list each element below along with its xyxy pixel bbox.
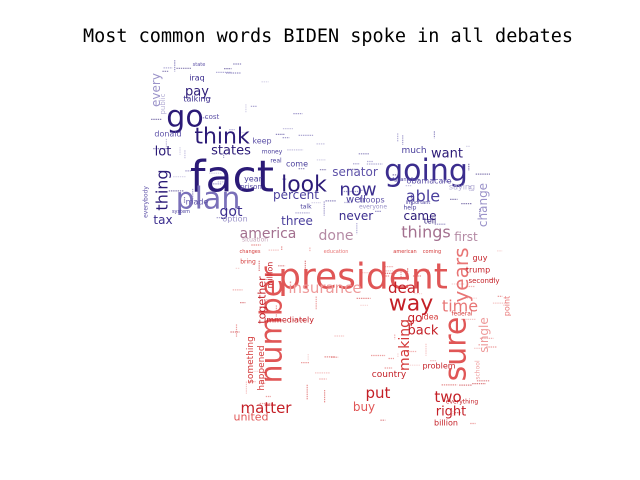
word-coming: coming	[423, 249, 441, 255]
word-able: able	[406, 187, 440, 206]
word-trump: trump	[466, 266, 490, 275]
word-secondly: secondly	[468, 277, 499, 285]
word-donald: donald	[154, 130, 181, 139]
word-percent: percent	[273, 188, 319, 202]
word-buy: buy	[353, 400, 375, 414]
word-united: united	[233, 411, 268, 424]
word-school: school	[475, 360, 482, 380]
word-iraq: iraq	[189, 74, 205, 83]
word-education: education	[324, 249, 349, 255]
word-everyone: everyone	[359, 204, 387, 211]
word-change: change	[476, 183, 490, 227]
word-lot: lot	[155, 145, 172, 160]
word-billion: billion	[434, 419, 458, 428]
word-never: never	[339, 209, 373, 223]
word-keep: keep	[252, 137, 271, 146]
word-money: money	[262, 149, 283, 156]
word-states: states	[211, 144, 251, 159]
word-matter: matter	[241, 399, 293, 417]
word-changes: changes	[239, 249, 260, 255]
word-obamacare: obamacare	[407, 177, 452, 186]
word-cost: cost	[205, 113, 220, 121]
filler-glyphs	[151, 60, 508, 425]
word-year: year	[244, 175, 263, 184]
chart-title: Most common words BIDEN spoke in all deb…	[82, 26, 574, 47]
word-deal: deal	[388, 279, 420, 297]
word-country: country	[372, 370, 407, 380]
word-insurance: insurance	[288, 279, 361, 297]
word-first: first	[454, 230, 478, 244]
word-look: look	[281, 173, 327, 198]
word-done: done	[319, 228, 354, 244]
word-option: option	[222, 215, 247, 224]
word-federal: federal	[451, 311, 472, 318]
word-important: important	[406, 200, 431, 206]
word-guy: guy	[473, 254, 488, 263]
word-bring: bring	[240, 259, 256, 266]
word-right: right	[436, 405, 467, 420]
word-way: way	[389, 292, 434, 317]
word-everybody: everybody	[143, 186, 150, 218]
word-three: three	[281, 214, 313, 228]
word-two: two	[434, 388, 461, 406]
word-state: state	[193, 62, 206, 68]
word-public: public	[159, 93, 167, 114]
word-tell: tell	[424, 217, 437, 226]
word-sure: sure	[439, 317, 474, 382]
word-american: american	[393, 249, 416, 255]
word-got: got	[220, 204, 243, 220]
word-fact: fact	[190, 152, 274, 203]
word-back: back	[408, 324, 439, 339]
word-talk: talk	[300, 204, 312, 211]
word-prison: prison	[240, 183, 262, 191]
word-immediately: immediately	[264, 316, 314, 325]
word-happened: happened	[257, 345, 267, 390]
word-number: number	[255, 266, 290, 384]
word-think: think	[194, 125, 250, 150]
word-idea: idea	[421, 313, 438, 322]
word-thing: thing	[153, 169, 172, 210]
word-single: single	[477, 317, 491, 353]
word-afghanistan: afghanistan	[389, 177, 419, 183]
word-everything: everything	[446, 399, 479, 406]
word-much: much	[401, 146, 426, 156]
word-well: well	[346, 195, 366, 206]
word-go: go	[408, 311, 423, 325]
word-real: real	[270, 158, 282, 165]
word-pay: pay	[185, 85, 209, 100]
word-problem: problem	[422, 362, 455, 371]
word-making: making	[397, 319, 413, 371]
word-america: america	[240, 226, 297, 242]
word-point: point	[503, 296, 512, 316]
word-put: put	[366, 384, 391, 402]
word-now: now	[339, 180, 376, 201]
word-years: years	[449, 247, 473, 302]
word-together: together	[256, 276, 269, 324]
word-talking: talking	[183, 95, 210, 104]
word-going: going	[384, 154, 468, 189]
word-help: help	[404, 205, 417, 212]
word-came: came	[403, 209, 436, 223]
word-go: go	[166, 100, 203, 135]
word-situation: situation	[242, 237, 268, 244]
word-every: every	[149, 73, 163, 107]
word-troops: troops	[359, 196, 384, 205]
word-something: something	[246, 336, 256, 384]
word-time: time	[442, 297, 478, 316]
word-senator: senator	[332, 165, 378, 179]
word-made: made	[186, 198, 209, 207]
word-million: million	[266, 262, 275, 289]
word-saying: saying	[449, 183, 475, 192]
word-things: things	[401, 223, 451, 242]
word-president: president	[278, 257, 448, 298]
word-want: want	[431, 147, 463, 162]
word-system: system	[172, 209, 190, 215]
word-come: come	[286, 160, 308, 169]
word-tax: tax	[153, 213, 172, 227]
word-plan: plan	[176, 182, 241, 217]
